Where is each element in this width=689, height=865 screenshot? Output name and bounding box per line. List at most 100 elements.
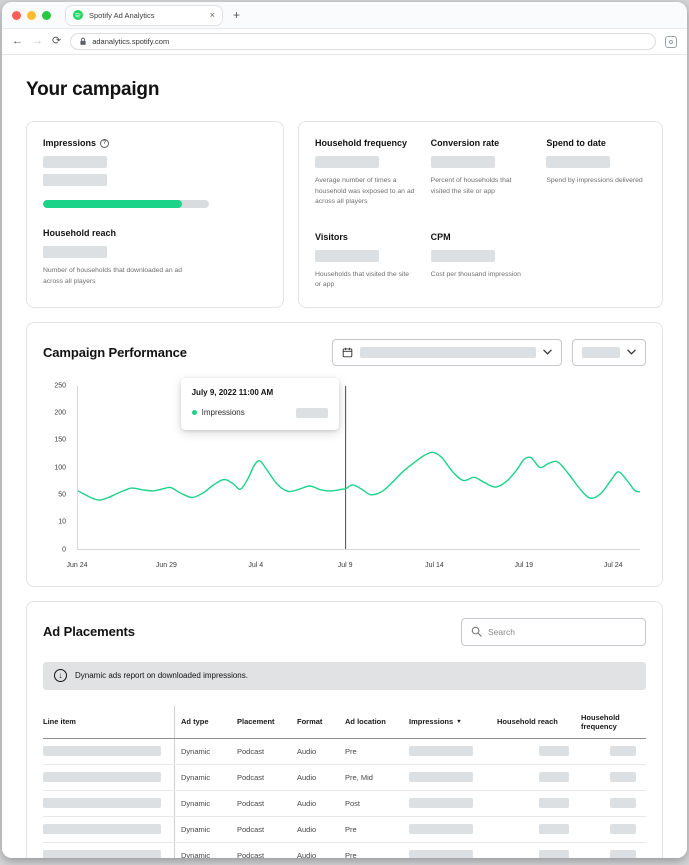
tab-close-icon[interactable]: × <box>209 9 215 20</box>
household-frequency-redacted <box>610 850 636 858</box>
back-icon[interactable]: ← <box>12 35 23 47</box>
browser-profile-icon[interactable] <box>665 35 677 48</box>
table-row: Dynamic Podcast Audio Pre <box>43 816 646 843</box>
stat-household-frequency: Household frequency Average number of ti… <box>315 138 415 208</box>
info-banner: ↓ Dynamic ads report on downloaded impre… <box>43 661 646 690</box>
stat-desc: Average number of times a household was … <box>315 177 415 206</box>
ad-location-cell: Pre <box>345 824 357 834</box>
stat-visitors: Visitors Households that visited the sit… <box>315 232 415 291</box>
placement-cell: Podcast <box>237 798 265 808</box>
tooltip-series-label: Impressions <box>201 408 245 418</box>
column-header-ad-type[interactable]: Ad type <box>181 717 209 727</box>
impressions-progress-bar <box>43 200 209 208</box>
column-header-ad-location[interactable]: Ad location <box>345 717 386 727</box>
column-header-household-frequency[interactable]: Household frequency <box>581 712 620 731</box>
close-window-button[interactable] <box>12 10 21 20</box>
x-tick-label: Jun 29 <box>155 561 177 569</box>
browser-tab[interactable]: Spotify Ad Analytics × <box>65 4 223 26</box>
format-cell: Audio <box>297 798 317 808</box>
y-tick-label: 10 <box>58 518 66 526</box>
x-tick-label: Jul 24 <box>603 561 623 569</box>
date-range-dropdown[interactable] <box>332 338 562 366</box>
household-reach-value-redacted <box>43 246 107 258</box>
impressions-redacted <box>409 798 473 809</box>
x-tick-label: Jul 19 <box>514 561 534 569</box>
stat-conversion-rate: Conversion rate Percent of households th… <box>430 138 531 208</box>
y-tick-label: 150 <box>54 436 66 444</box>
impressions-redacted <box>409 772 473 783</box>
address-bar[interactable]: adanalytics.spotify.com <box>70 33 656 50</box>
ad-type-cell: Dynamic <box>181 772 211 782</box>
page-title: Your campaign <box>26 79 160 100</box>
search-icon <box>471 626 482 637</box>
lock-icon <box>79 37 87 46</box>
tooltip-value-redacted <box>295 407 328 418</box>
y-tick-label: 50 <box>58 491 66 499</box>
browser-toolbar: ← → ⟳ adanalytics.spotify.com <box>2 29 687 55</box>
impressions-line-chart <box>78 385 640 549</box>
search-box[interactable] <box>461 617 646 646</box>
new-tab-button[interactable]: + <box>233 8 241 22</box>
stat-label: Household frequency <box>315 138 408 148</box>
series-dot-icon <box>191 410 197 416</box>
forward-icon[interactable]: → <box>32 35 43 47</box>
impressions-redacted <box>409 850 473 858</box>
stat-desc: Households that visited the site or app <box>315 270 410 289</box>
column-header-placement[interactable]: Placement <box>237 717 275 727</box>
chart-y-axis: 0 10 50 100 150 200 250 <box>43 382 71 554</box>
table-header-row: Line item Ad type Placement Format Ad lo… <box>43 705 646 739</box>
chart-plot[interactable] <box>77 385 640 550</box>
placement-cell: Podcast <box>237 746 265 756</box>
ad-location-cell: Post <box>345 798 361 808</box>
column-header-line-item[interactable]: Line item <box>43 705 175 738</box>
x-tick-label: Jun 24 <box>66 561 88 569</box>
line-item-redacted <box>43 746 161 757</box>
y-tick-label: 100 <box>54 464 66 472</box>
placement-cell: Podcast <box>237 850 265 858</box>
metric-dropdown[interactable] <box>572 338 646 366</box>
ad-type-cell: Dynamic <box>181 746 211 756</box>
sort-desc-icon: ▼ <box>456 718 462 725</box>
household-reach-redacted <box>539 772 569 783</box>
x-tick-label: Jul 14 <box>425 561 444 569</box>
household-frequency-redacted <box>610 798 636 809</box>
x-tick-label: Jul 4 <box>248 561 264 569</box>
ad-location-cell: Pre, Mid <box>345 772 373 782</box>
household-reach-redacted <box>539 824 569 835</box>
table-row: Dynamic Podcast Audio Pre <box>43 738 646 765</box>
household-frequency-redacted <box>610 772 636 783</box>
stat-label: Conversion rate <box>430 138 500 148</box>
table-row: Dynamic Podcast Audio Pre <box>43 842 646 858</box>
column-header-impressions[interactable]: Impressions ▼ <box>409 717 462 727</box>
reload-icon[interactable]: ⟳ <box>52 35 62 47</box>
stat-value-redacted <box>315 249 379 262</box>
line-item-redacted <box>43 798 161 809</box>
format-cell: Audio <box>297 850 317 858</box>
ad-location-cell: Pre <box>345 850 357 858</box>
campaign-performance-card: Campaign Performance <box>26 321 663 587</box>
chart-tooltip: July 9, 2022 11:00 AM Impressions <box>180 377 339 430</box>
line-item-redacted <box>43 850 161 858</box>
minimize-window-button[interactable] <box>27 10 36 20</box>
chevron-down-icon <box>627 349 636 355</box>
stat-value-redacted <box>430 249 495 262</box>
stat-label: Visitors <box>315 231 348 242</box>
y-tick-label: 0 <box>62 546 66 554</box>
y-tick-label: 200 <box>54 409 66 417</box>
info-icon[interactable]: ? <box>100 138 110 148</box>
calendar-icon <box>342 347 353 358</box>
url-text: adanalytics.spotify.com <box>92 37 170 46</box>
household-frequency-redacted <box>610 824 636 835</box>
y-tick-label: 250 <box>54 382 66 390</box>
impressions-redacted <box>409 824 473 835</box>
household-reach-label: Household reach <box>43 228 117 238</box>
format-cell: Audio <box>297 824 317 834</box>
zoom-window-button[interactable] <box>42 10 51 20</box>
placement-cell: Podcast <box>237 824 265 834</box>
table-row: Dynamic Podcast Audio Pre, Mid <box>43 764 646 791</box>
column-header-household-reach[interactable]: Household reach <box>497 717 558 727</box>
format-cell: Audio <box>297 772 317 782</box>
column-header-format[interactable]: Format <box>297 717 323 727</box>
search-input[interactable] <box>488 626 636 637</box>
